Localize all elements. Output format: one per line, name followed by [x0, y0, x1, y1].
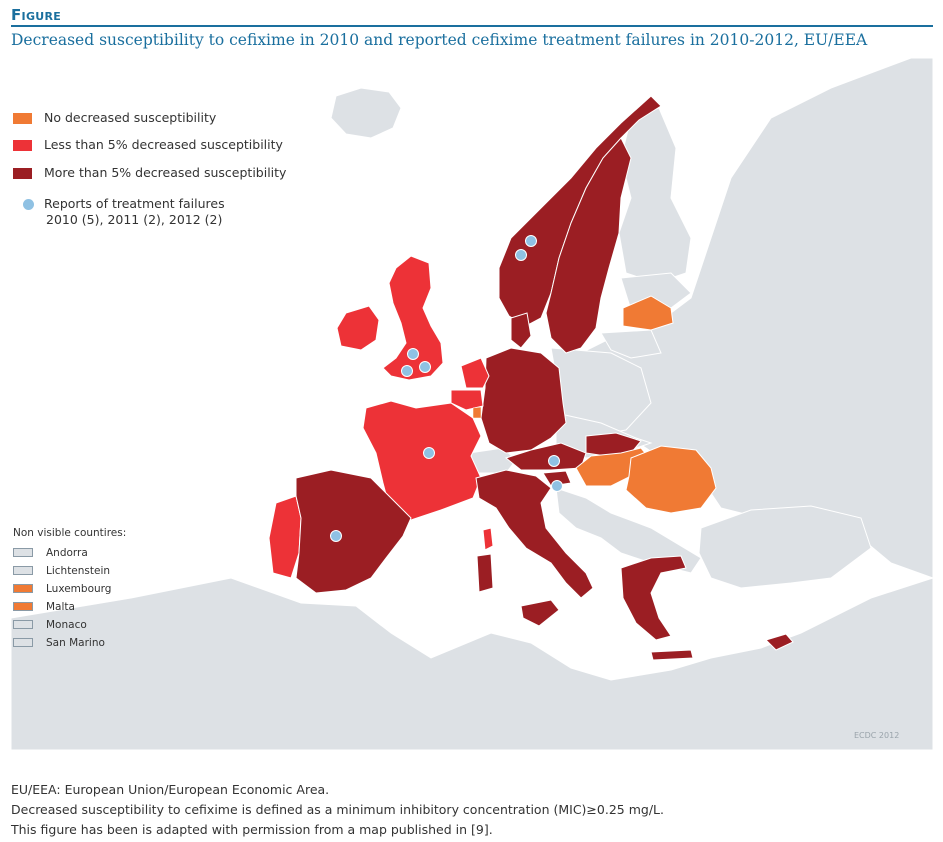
- legend-label: Reports of treatment failures: [44, 196, 225, 211]
- legend-swatch: [13, 602, 33, 611]
- legend-sublabel: 2010 (5), 2011 (2), 2012 (2): [46, 212, 223, 227]
- country-greece-crete: [650, 649, 694, 661]
- footnote: This figure has been is adapted with per…: [11, 822, 493, 837]
- non-visible-label: Andorra: [46, 547, 88, 559]
- legend-swatch: [13, 638, 33, 647]
- country-austria: [504, 442, 587, 471]
- non-visible-label: San Marino: [46, 637, 105, 649]
- footnote: Decreased susceptibility to cefixime is …: [11, 802, 664, 817]
- country-italy: [475, 469, 594, 599]
- legend-swatch: [13, 168, 32, 179]
- turkey-land: [698, 505, 872, 589]
- iceland-land: [330, 87, 402, 139]
- treatment-failure-dot: [548, 455, 560, 467]
- non-visible-label: Monaco: [46, 619, 87, 631]
- country-cyprus: [765, 633, 794, 651]
- copyright-notice: ECDC 2012: [854, 731, 900, 740]
- country-luxembourg: [472, 406, 482, 419]
- country-portugal: [268, 495, 302, 579]
- treatment-failure-markers: [330, 235, 563, 542]
- non-visible-heading: Non visible countires:: [13, 527, 127, 539]
- finland-land: [618, 107, 692, 284]
- figure-label: Figure: [11, 6, 62, 24]
- footnotes: EU/EEA: European Union/European Economic…: [11, 780, 664, 840]
- treatment-dot-icon: [23, 199, 34, 210]
- treatment-failure-dot: [515, 249, 527, 261]
- country-italy-sardinia: [476, 553, 494, 593]
- treatment-failure-dot: [525, 235, 537, 247]
- legend-swatch: [13, 620, 33, 629]
- europe-map: [11, 58, 933, 750]
- country-latvia: [622, 295, 674, 331]
- country-slovenia: [542, 470, 572, 487]
- non-visible-label: Lichtenstein: [46, 565, 111, 577]
- treatment-failure-dot: [330, 530, 342, 542]
- treatment-failure-dot: [423, 447, 435, 459]
- country-greece: [620, 555, 687, 641]
- country-germany: [480, 347, 567, 454]
- treatment-failure-dot: [407, 348, 419, 360]
- treatment-failure-dot: [419, 361, 431, 373]
- country-italy-sicily: [520, 599, 560, 627]
- country-ireland: [336, 305, 380, 351]
- legend-swatch: [13, 113, 32, 124]
- legend-label: More than 5% decreased susceptibility: [44, 165, 287, 180]
- country-denmark: [510, 312, 532, 349]
- country-france-corsica: [482, 527, 494, 551]
- legend-swatch: [13, 566, 33, 575]
- legend-swatch: [13, 140, 32, 151]
- country-sweden: [545, 137, 632, 354]
- title-rule: [11, 25, 933, 27]
- treatment-failure-dot: [551, 480, 563, 492]
- legend-swatch: [13, 584, 33, 593]
- legend-swatch: [13, 548, 33, 557]
- treatment-failure-dot: [401, 365, 413, 377]
- legend-label: No decreased susceptibility: [44, 110, 217, 125]
- figure-title: Decreased susceptibility to cefixime in …: [11, 31, 868, 49]
- country-romania: [625, 445, 717, 514]
- country-uk: [382, 255, 444, 381]
- non-visible-label: Malta: [46, 601, 75, 613]
- footnote: EU/EEA: European Union/European Economic…: [11, 782, 330, 797]
- non-visible-label: Luxembourg: [46, 583, 112, 595]
- legend-label: Less than 5% decreased susceptibility: [44, 137, 283, 152]
- country-netherlands: [460, 357, 490, 389]
- north-africa-land: [11, 577, 933, 750]
- country-spain: [295, 469, 412, 594]
